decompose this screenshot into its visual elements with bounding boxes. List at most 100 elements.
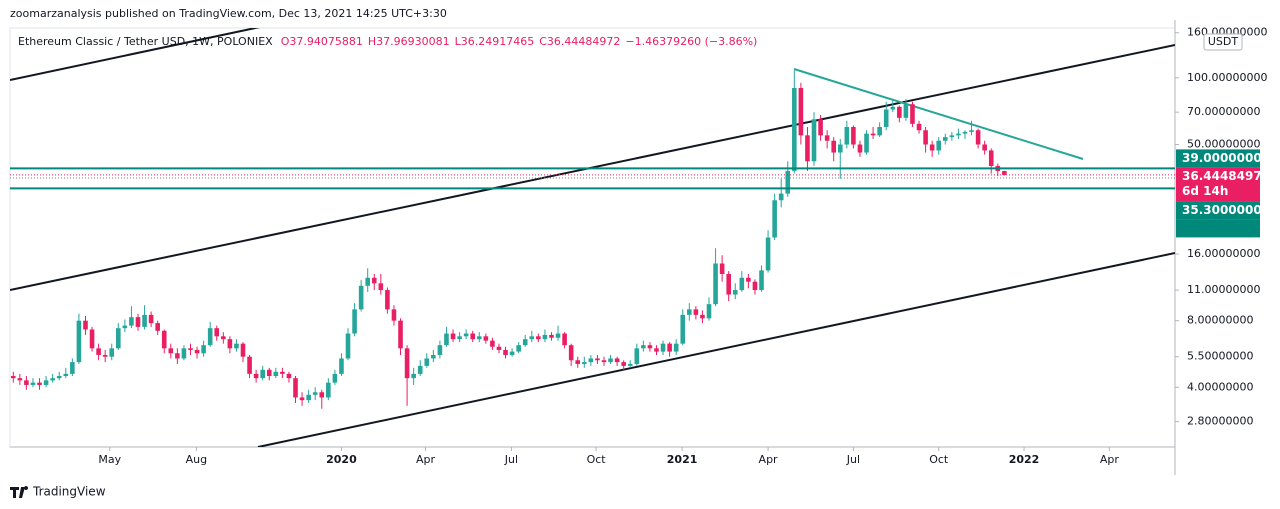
- candle-body: [627, 363, 633, 366]
- level-label-box: [1176, 149, 1260, 168]
- candle-body: [345, 333, 351, 359]
- x-tick-label: 2021: [667, 453, 698, 466]
- x-tick-label: Aug: [186, 453, 207, 466]
- candle-body: [641, 345, 646, 349]
- candle-body: [969, 130, 974, 132]
- candle-body: [411, 373, 416, 379]
- candle-body: [805, 135, 810, 162]
- candle-body: [837, 144, 843, 153]
- candle-body: [10, 375, 16, 379]
- candle-body: [759, 270, 764, 291]
- candle-body: [595, 358, 600, 361]
- candle-body: [713, 263, 718, 305]
- candle-body: [536, 336, 541, 340]
- y-tick-label: 5.50000000: [1187, 350, 1253, 363]
- candle-body: [457, 336, 462, 340]
- plot-frame: [9, 27, 1176, 448]
- candle-body: [181, 348, 187, 359]
- candle-body: [1002, 171, 1007, 175]
- candle-body: [739, 277, 745, 291]
- candle-body: [542, 334, 548, 340]
- candle-body: [529, 336, 535, 340]
- candle-body: [470, 333, 476, 340]
- x-tick-label: Apr: [1100, 453, 1120, 466]
- candle-body: [168, 348, 174, 354]
- candle-body: [89, 329, 95, 349]
- y-tick-label: 16.00000000: [1187, 247, 1260, 260]
- candle-body: [214, 328, 220, 337]
- candle-body: [207, 328, 213, 346]
- candle-body: [897, 106, 902, 118]
- candle-body: [575, 360, 581, 364]
- y-tick-label: 70.00000000: [1187, 105, 1260, 118]
- x-tick-label: 2020: [326, 453, 357, 466]
- candle-body: [24, 380, 29, 385]
- candle-body: [962, 131, 968, 134]
- candle-body: [864, 133, 869, 153]
- candle-body: [549, 334, 554, 338]
- candle-body: [719, 263, 725, 275]
- price-label: 6d 14h: [1182, 184, 1228, 198]
- candle-body: [437, 345, 443, 355]
- candle-body: [221, 336, 226, 340]
- candle-body: [155, 323, 160, 331]
- x-tick-label: Jul: [504, 453, 518, 466]
- candle-body: [266, 369, 272, 376]
- candle-body: [785, 170, 791, 194]
- channel-lower: [257, 252, 1175, 447]
- legend-value: −1.46379260 (−3.86%): [625, 35, 757, 48]
- candle-body: [417, 365, 423, 374]
- candle-body: [188, 348, 193, 350]
- candle-body: [949, 135, 955, 138]
- candle-body: [424, 358, 430, 366]
- candle-body: [660, 343, 666, 352]
- candle-body: [109, 348, 115, 357]
- candle-body: [818, 119, 823, 136]
- candle-body: [391, 309, 397, 321]
- candle-body: [306, 394, 311, 401]
- candle-body: [522, 339, 528, 346]
- x-tick-label: Jul: [846, 453, 860, 466]
- candle-body: [17, 378, 23, 381]
- candle-body: [70, 362, 75, 374]
- legend-value: H37.96930081: [368, 35, 450, 48]
- candle-body: [286, 373, 292, 379]
- footer: TradingView: [10, 485, 106, 499]
- price-label: 36.44484972: [1182, 169, 1270, 183]
- candle-body: [378, 283, 384, 291]
- legend-value: C36.44484972: [539, 35, 620, 48]
- currency-box: [1203, 33, 1243, 51]
- candle-body: [483, 336, 489, 341]
- triangle-line: [793, 68, 1084, 160]
- candle-body: [555, 333, 561, 338]
- candle-body: [851, 126, 856, 145]
- candle-body: [778, 193, 784, 201]
- candle-body: [326, 382, 331, 398]
- candle-body: [654, 348, 659, 352]
- candle-body: [916, 123, 922, 131]
- y-tick-label: 50.00000000: [1187, 138, 1260, 151]
- candle-body: [280, 371, 285, 374]
- candle-body: [234, 343, 239, 349]
- candle-body: [975, 130, 981, 145]
- candle-body: [890, 106, 896, 110]
- candle-body: [339, 358, 344, 374]
- candle-body: [824, 135, 830, 141]
- candle-body: [332, 373, 338, 383]
- candle-body: [450, 333, 456, 340]
- candle-body: [227, 339, 233, 349]
- candle-body: [936, 140, 942, 151]
- candle-body: [358, 285, 364, 310]
- x-tick-label: May: [98, 453, 121, 466]
- candle-body: [870, 133, 876, 136]
- candle-body: [490, 340, 495, 347]
- candle-body: [299, 397, 305, 401]
- candle-body: [260, 369, 265, 379]
- y-tick-label: 4.00000000: [1187, 380, 1253, 393]
- candle-body: [30, 382, 36, 385]
- y-tick-label: 11.00000000: [1187, 283, 1260, 296]
- candle-body: [988, 150, 994, 166]
- candle-body: [463, 333, 469, 337]
- candle-body: [56, 375, 62, 379]
- candle-body: [240, 343, 246, 357]
